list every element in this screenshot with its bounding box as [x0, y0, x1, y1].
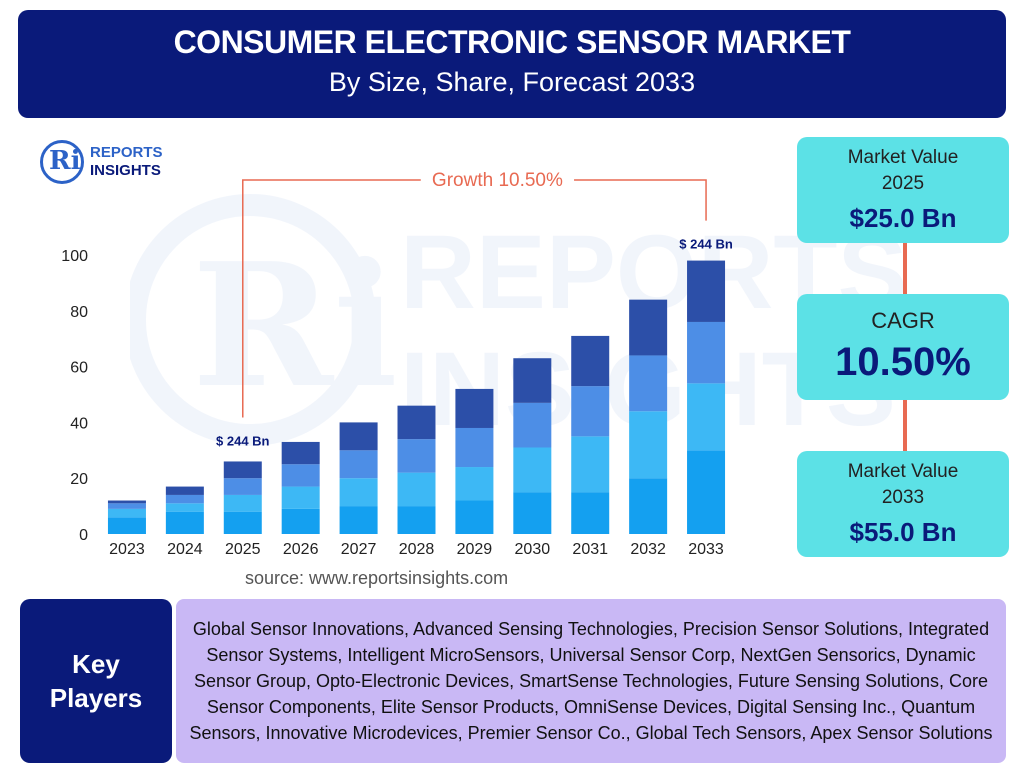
- bar-segment: [629, 355, 668, 412]
- bar-segment: [165, 494, 204, 504]
- bar-segment: [629, 411, 668, 479]
- bar-segment: [571, 335, 610, 387]
- bar-segment: [339, 450, 378, 479]
- x-tick-label: 2025: [225, 541, 261, 558]
- bar-segment: [223, 478, 262, 495]
- bar-segment: [281, 441, 320, 465]
- bar-segment: [455, 427, 494, 468]
- stacked-bar-chart: 0 20 40 60 80 100 2023 2024 2025 2026 2027 2028 2029…: [61, 170, 733, 558]
- logo-icon: Ri: [40, 140, 84, 184]
- x-tick-label: 2024: [167, 541, 203, 558]
- connector-line: [903, 400, 907, 451]
- bar-segment: [223, 494, 262, 512]
- market-value-2033-box: Market Value 2033 $55.0 Bn: [797, 451, 1009, 557]
- bar-segment: [687, 260, 726, 322]
- page-subtitle: By Size, Share, Forecast 2033: [328, 67, 696, 97]
- bar-segment: [223, 461, 262, 479]
- bar-segment: [223, 511, 262, 534]
- y-tick-label: 100: [61, 248, 88, 265]
- market-value-2033-value: $55.0 Bn: [849, 517, 957, 547]
- source-text: source: www.reportsinsights.com: [245, 568, 509, 588]
- page-title: CONSUMER ELECTRONIC SENSOR MARKET: [173, 24, 851, 60]
- bar-segment: [513, 492, 552, 534]
- market-value-2033-label: Market Value 2033: [847, 461, 959, 508]
- bar-segment: [107, 503, 146, 509]
- growth-label: Growth 10.50%: [432, 170, 563, 191]
- connector-line: [903, 243, 907, 294]
- bar-segment: [165, 503, 204, 512]
- x-tick-label: 2033: [688, 541, 724, 558]
- bar-segment: [107, 517, 146, 534]
- y-tick-label: 0: [79, 527, 88, 544]
- key-players-list: Global Sensor Innovations, Advanced Sens…: [176, 599, 1006, 763]
- bar-segment: [687, 450, 726, 534]
- bar-segment: [687, 383, 726, 451]
- bar-segment: [397, 506, 436, 534]
- logo-mark: Ri: [49, 146, 81, 176]
- bar-segment: [281, 464, 320, 487]
- x-tick-label: 2023: [109, 541, 145, 558]
- x-tick-label: 2029: [457, 541, 493, 558]
- bar-segment: [397, 439, 436, 473]
- bar-segment: [397, 405, 436, 440]
- bar-segment: [571, 492, 610, 534]
- logo-line2: INSIGHTS: [90, 162, 161, 179]
- x-tick-label: 2031: [572, 541, 608, 558]
- key-players-label-text: Key Players: [49, 649, 143, 713]
- bar-segment: [455, 467, 494, 501]
- logo-text: REPORTS INSIGHTS: [90, 144, 163, 180]
- x-tick-label: 2032: [630, 541, 666, 558]
- end-value-label: $ 244 Bn: [679, 237, 733, 252]
- x-tick-label: 2026: [283, 541, 319, 558]
- bar-segment: [397, 472, 436, 507]
- cagr-box: CAGR 10.50%: [797, 294, 1009, 400]
- market-value-2025-value: $25.0 Bn: [849, 203, 957, 233]
- bar-segment: [455, 388, 494, 428]
- bar-segment: [339, 506, 378, 534]
- key-players-text: Global Sensor Innovations, Advanced Sens…: [189, 619, 993, 743]
- y-tick-label: 20: [70, 471, 88, 488]
- start-value-label: $ 244 Bn: [216, 433, 270, 448]
- y-tick-label: 40: [70, 415, 88, 432]
- bar-segment: [571, 386, 610, 437]
- bar-segment: [107, 500, 146, 504]
- bar-segment: [513, 402, 552, 448]
- bar-segment: [281, 508, 320, 534]
- header-banner: CONSUMER ELECTRONIC SENSOR MARKET By Siz…: [18, 10, 1006, 118]
- logo: Ri REPORTS INSIGHTS: [40, 140, 180, 184]
- bar-segment: [571, 436, 610, 493]
- bar-segment: [513, 358, 552, 403]
- growth-bracket-right: [574, 179, 707, 221]
- bar-segment: [629, 299, 668, 356]
- bar-segment: [165, 486, 204, 495]
- bar-segment: [339, 422, 378, 451]
- bar-segment: [455, 500, 494, 534]
- cagr-value: 10.50%: [835, 340, 971, 384]
- bar-segment: [107, 508, 146, 518]
- bar-segment: [165, 511, 204, 534]
- bar-segment: [687, 321, 726, 384]
- x-tick-label: 2030: [515, 541, 551, 558]
- growth-bracket-left: [242, 179, 421, 418]
- bar-segment: [281, 486, 320, 509]
- market-value-2025-label: Market Value 2025: [847, 147, 959, 194]
- y-tick-label: 60: [70, 360, 88, 377]
- logo-line1: REPORTS: [90, 144, 163, 161]
- bar-segment: [629, 478, 668, 534]
- cagr-label: CAGR: [871, 308, 935, 333]
- bar-segment: [339, 478, 378, 507]
- x-tick-label: 2027: [341, 541, 377, 558]
- bar-segment: [513, 447, 552, 493]
- y-tick-label: 80: [70, 304, 88, 321]
- key-players-label: Key Players: [20, 599, 172, 763]
- x-tick-label: 2028: [399, 541, 435, 558]
- market-value-2025-box: Market Value 2025 $25.0 Bn: [797, 137, 1009, 243]
